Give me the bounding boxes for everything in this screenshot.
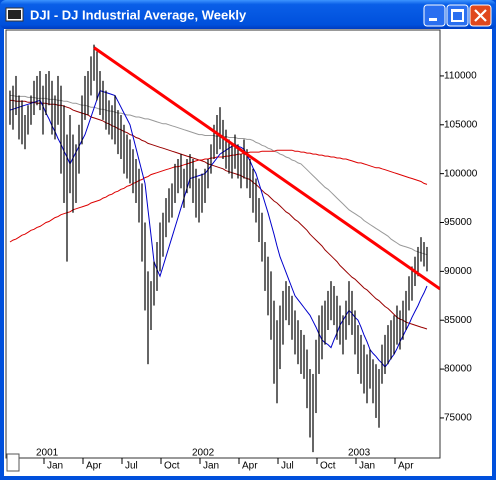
x-tick-label: Apr: [86, 461, 102, 472]
axes: 75000 80000 85000 90000 95000 100000 105000 110…: [36, 71, 478, 472]
year-label: 2001: [36, 448, 59, 459]
y-tick-label: 85000: [444, 315, 472, 326]
moving-average-line: [10, 99, 428, 330]
x-tick-label: Jul: [125, 461, 138, 472]
maximize-button[interactable]: [446, 4, 469, 27]
plot-area: [5, 29, 441, 459]
x-tick-label: Oct: [164, 461, 180, 472]
y-tick-label: 80000: [444, 364, 472, 375]
x-tick-label: Jan: [47, 461, 63, 472]
corner-box: [6, 453, 20, 472]
app-icon-inner: [8, 10, 21, 19]
x-tick-label: Jan: [359, 461, 375, 472]
moving-average-line: [10, 95, 428, 256]
y-tick-label: 95000: [444, 217, 472, 228]
moving-average-line: [9, 149, 428, 243]
trend-line: [93, 46, 440, 291]
y-tick-label: 105000: [444, 119, 478, 130]
x-tick-label: Oct: [320, 461, 336, 472]
year-label: 2002: [192, 448, 215, 459]
y-tick-label: 100000: [444, 168, 478, 179]
x-tick-label: Jan: [203, 461, 219, 472]
close-button[interactable]: [469, 4, 492, 27]
plot: [9, 44, 440, 453]
y-tick-label: 110000: [444, 71, 477, 82]
title-bar: [0, 0, 496, 29]
window-title: DJI - DJ Industrial Average, Weekly: [30, 7, 247, 22]
y-tick-label: 75000: [444, 413, 472, 424]
year-label: 2003: [348, 448, 371, 459]
y-tick-label: 90000: [444, 266, 472, 277]
x-tick-label: Apr: [398, 461, 414, 472]
x-tick-label: Jul: [281, 461, 294, 472]
x-tick-label: Apr: [242, 461, 258, 472]
minimize-button[interactable]: [423, 4, 446, 27]
